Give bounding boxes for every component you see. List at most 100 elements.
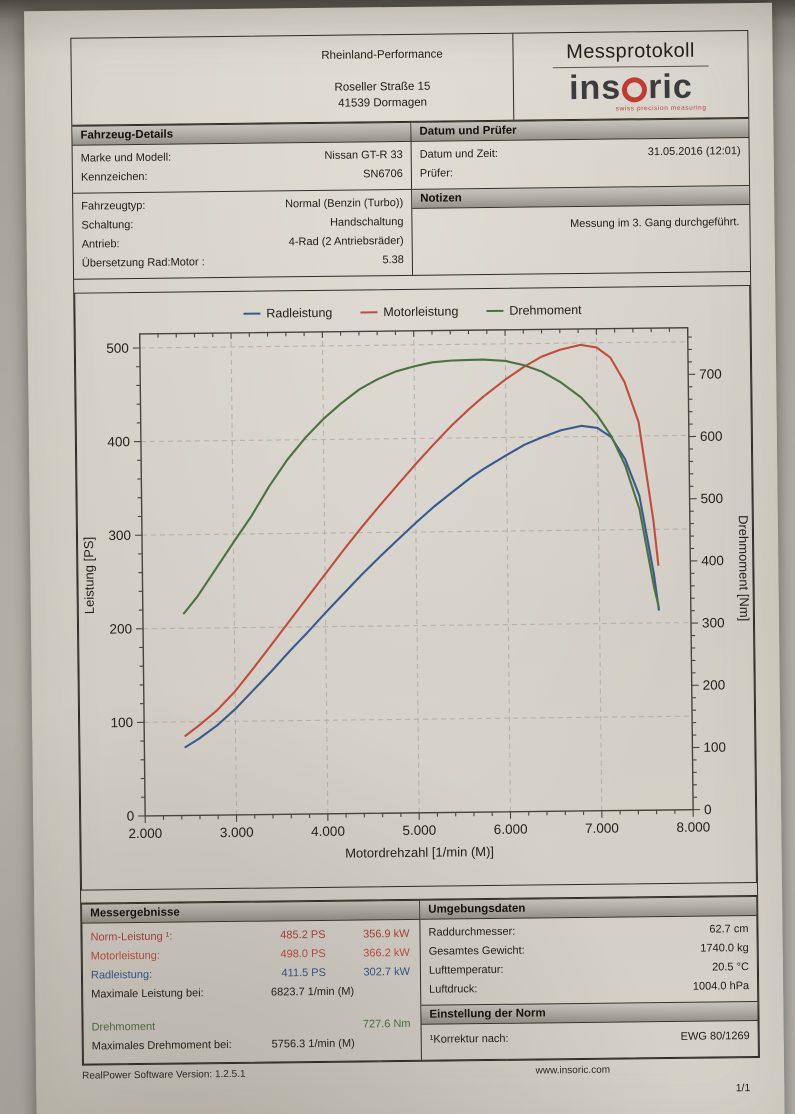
results-section: Messergebnisse Norm-Leistung ¹: 485.2 PS…	[81, 894, 759, 1065]
svg-text:4.000: 4.000	[311, 824, 345, 839]
svg-text:Drehmoment [Nm]: Drehmoment [Nm]	[736, 515, 752, 621]
result-kw: 366.2 kW	[363, 946, 410, 960]
curve-drehmoment	[182, 358, 660, 615]
curve-radleistung	[184, 424, 660, 749]
max-torque-row: Maximales Drehmoment bei: 5756.3 1/min (…	[84, 1034, 421, 1057]
environment-rows: Raddurchmesser: 62.7 cm Gesamtes Gewicht…	[420, 916, 757, 1005]
gridlines	[139, 328, 693, 815]
svg-text:Motordrehzahl [1/min (M)]: Motordrehzahl [1/min (M)]	[345, 844, 494, 861]
address-city: 41539 Dormagen	[338, 97, 428, 111]
plot-frame	[138, 327, 694, 817]
vehicle-details-column: Fahrzeug-Details Marke und Modell: Nissa…	[72, 121, 412, 279]
svg-text:8.000: 8.000	[676, 820, 710, 835]
field-value: EWG 80/1269	[680, 1030, 750, 1043]
field-value: Normal (Benzin (Turbo))	[284, 196, 404, 211]
max-power-value: 6823.7 1/min (M)	[270, 985, 355, 999]
field-value: 31.05.2016 (12:01)	[647, 145, 741, 159]
field-value: 4-Rad (2 Antriebsräder)	[288, 234, 404, 249]
company-name: Rheinland-Performance	[321, 48, 443, 62]
header-spacer	[71, 37, 252, 125]
result-label: Maximales Drehmoment bei:	[91, 1038, 232, 1053]
spacer	[246, 1016, 326, 1036]
legend-item-radleistung: Radleistung	[243, 306, 332, 321]
results-rows: Norm-Leistung ¹: 485.2 PS 356.9 kW Motor…	[82, 920, 421, 1063]
legend-label: Radleistung	[266, 305, 333, 321]
result-label: Maximale Leistung bei:	[91, 987, 204, 1001]
result-label: Radleistung:	[90, 968, 153, 982]
legend-label: Drehmoment	[509, 302, 582, 318]
field-label: ¹Korrektur nach:	[429, 1032, 509, 1046]
logo-text-suffix: ric	[647, 67, 693, 107]
measurement-results-column: Messergebnisse Norm-Leistung ¹: 485.2 PS…	[82, 899, 421, 1064]
logo-tagline: swiss precision measuring	[615, 104, 707, 113]
y-axis-right: 0 100 200 300 400 500 600 700	[687, 336, 726, 817]
result-label: Drehmoment	[91, 1020, 156, 1034]
axis-labels: Motordrehzahl [1/min (M)] Leistung [PS] Dr…	[81, 515, 752, 861]
field-label: Luftdruck:	[429, 983, 478, 996]
svg-text:2.000: 2.000	[128, 826, 162, 841]
field-value: 1004.0 hPa	[692, 980, 750, 993]
datum-row: Prüfer:	[412, 161, 749, 184]
power-torque-chart: 2.000 3.000 4.000 5.000 6.000 7.000 8.00001002…	[81, 327, 752, 861]
legend-dash-icon	[486, 309, 504, 313]
notes-text: Messung im 3. Gang durchgeführt.	[570, 216, 740, 231]
svg-text:7.000: 7.000	[585, 821, 619, 836]
result-ps: 485.2 PS	[280, 928, 326, 942]
svg-text:500: 500	[701, 491, 724, 506]
page-number: 1/1	[735, 1082, 751, 1095]
field-value: 20.5 °C	[712, 961, 749, 974]
svg-text:5.000: 5.000	[402, 823, 436, 838]
legend-label: Motorleistung	[383, 304, 459, 320]
document-header: Rheinland-Performance Roseller Straße 15…	[71, 31, 749, 126]
torque-value: 727.6 Nm	[362, 1017, 411, 1031]
norm-row: ¹Korrektur nach: EWG 80/1269	[422, 1021, 758, 1060]
protocol-document: Rheinland-Performance Roseller Straße 15…	[70, 30, 760, 1066]
date-notes-column: Datum und Prüfer Datum und Zeit: 31.05.2…	[410, 118, 751, 275]
legend-dash-icon	[360, 310, 378, 314]
datum-rows: Datum und Zeit: 31.05.2016 (12:01) Prüfe…	[412, 138, 750, 189]
field-value: Nissan GT-R 33	[324, 148, 403, 162]
svg-text:400: 400	[107, 434, 130, 449]
field-label: Übersetzung Rad:Motor :	[81, 256, 205, 270]
field-value: 62.7 cm	[709, 923, 749, 936]
curve-motorleistung	[184, 343, 660, 737]
result-label: Norm-Leistung ¹:	[90, 930, 173, 944]
environment-column: Umgebungsdaten Raddurchmesser: 62.7 cm G…	[419, 895, 758, 1060]
svg-text:100: 100	[110, 715, 133, 730]
title-and-logo: Messprotokoll ins ric swiss precision mea…	[512, 31, 749, 120]
field-label: Datum und Zeit:	[419, 147, 499, 161]
svg-text:200: 200	[109, 621, 132, 636]
result-ps: 411.5 PS	[281, 966, 327, 980]
svg-text:300: 300	[108, 528, 131, 543]
field-value: 1740.0 kg	[700, 942, 749, 955]
paper-sheet: Rheinland-Performance Roseller Straße 15…	[24, 2, 785, 1114]
website: www.insoric.com	[535, 1064, 611, 1077]
logo-ring-icon	[622, 76, 648, 102]
field-label: Antrieb:	[81, 238, 120, 251]
field-label: Kennzeichen:	[80, 170, 148, 184]
svg-text:6.000: 6.000	[494, 822, 528, 837]
vehicle-row: Kennzeichen: SN6706	[73, 165, 411, 188]
company-address: Rheinland-Performance Roseller Straße 15…	[251, 34, 513, 123]
svg-text:700: 700	[699, 366, 722, 381]
chart-section: Radleistung Motorleistung Drehmoment 2.000…	[74, 285, 757, 891]
insoric-logo: ins ric	[568, 67, 693, 108]
vehicle-rows-bottom: Fahrzeugtyp: Normal (Benzin (Turbo)) Sch…	[73, 190, 412, 279]
field-label: Fahrzeugtyp:	[81, 199, 146, 213]
max-power-row: Maximale Leistung bei: 6823.7 1/min (M)	[83, 982, 420, 1005]
document-title: Messprotokoll	[552, 39, 709, 69]
result-kw: 302.7 kW	[363, 965, 411, 979]
field-value: Handschaltung	[329, 215, 404, 229]
legend-dash-icon	[243, 312, 261, 316]
logo-text-prefix: ins	[568, 68, 622, 108]
x-axis: 2.000 3.000 4.000 5.000 6.000 7.000 8.000	[128, 327, 710, 841]
software-version: RealPower Software Version: 1.2.5.1	[82, 1068, 246, 1082]
svg-text:3.000: 3.000	[220, 825, 254, 840]
svg-text:0: 0	[704, 802, 712, 817]
company-address-lines: Roseller Straße 15 41539 Dormagen	[252, 77, 513, 113]
field-value: SN6706	[363, 167, 403, 181]
svg-text:500: 500	[106, 341, 129, 356]
details-section: Fahrzeug-Details Marke und Modell: Nissa…	[72, 118, 751, 280]
legend-item-drehmoment: Drehmoment	[486, 302, 582, 318]
svg-text:400: 400	[701, 553, 724, 568]
